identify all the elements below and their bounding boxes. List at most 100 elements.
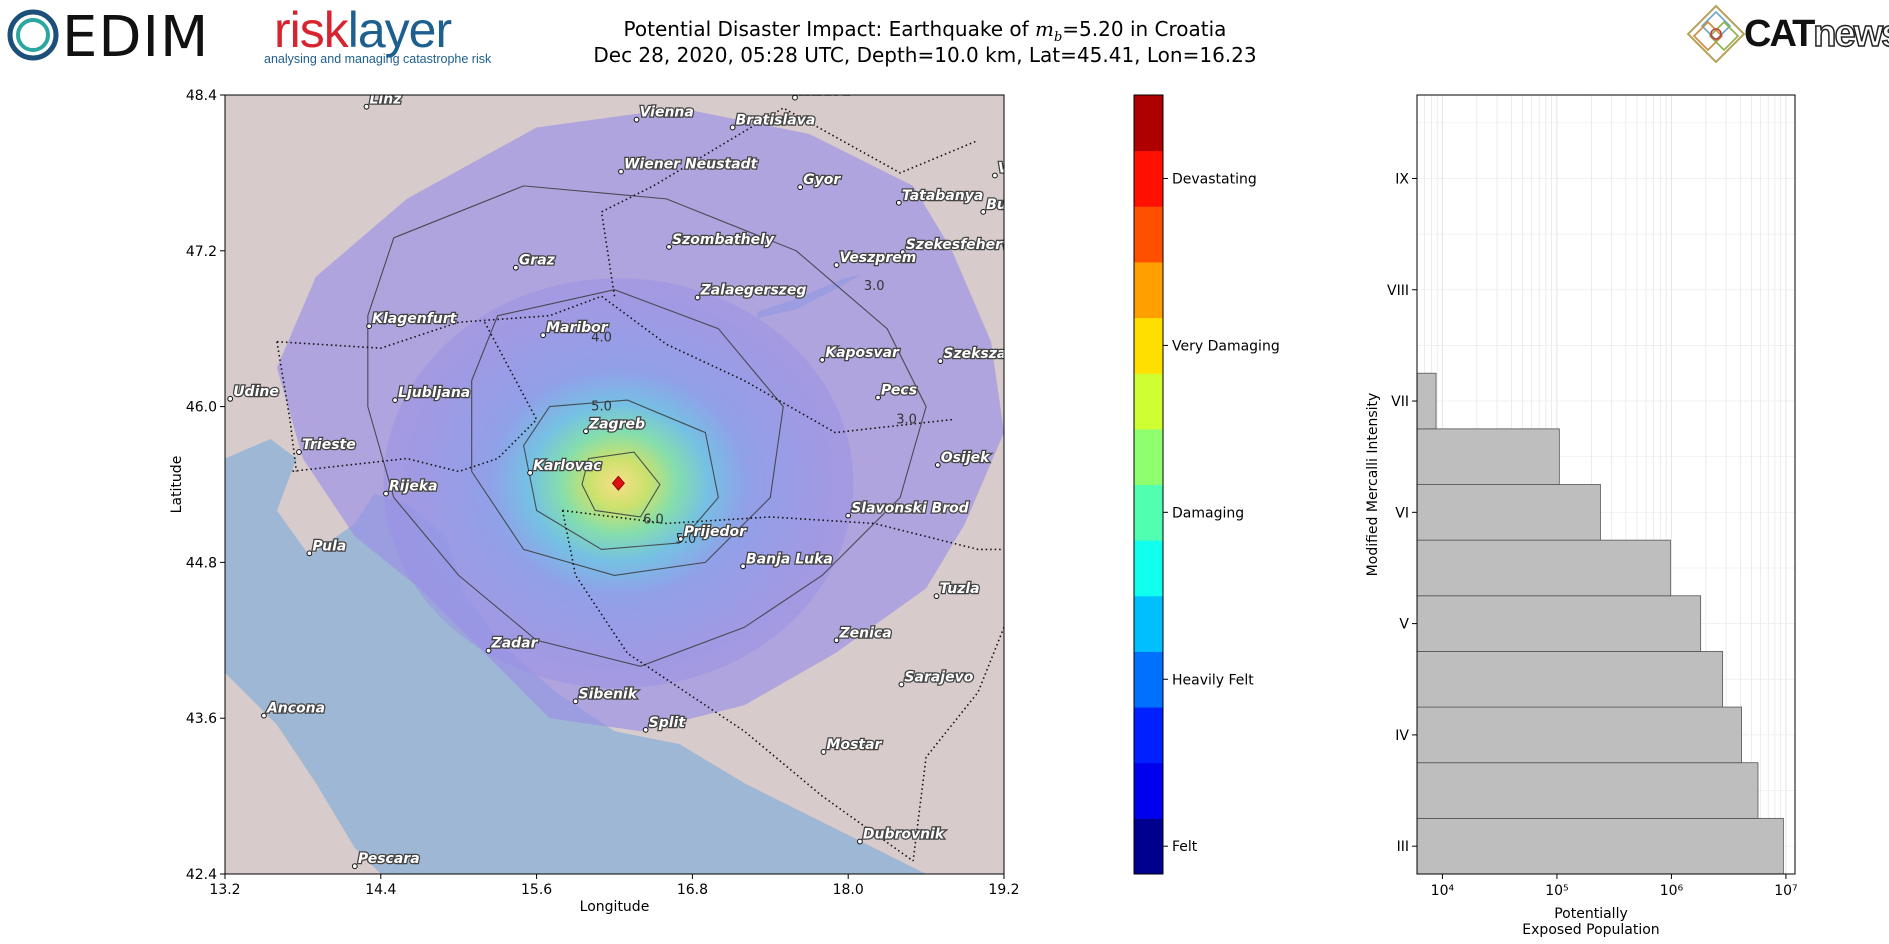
city-label: Bratislava	[736, 112, 816, 128]
city-label: Pescara	[358, 851, 420, 867]
city-marker	[980, 208, 987, 215]
histogram-bar	[1416, 817, 1784, 875]
colorbar-segment	[1134, 95, 1163, 152]
colorbar-segment	[1134, 484, 1163, 541]
city-label: Budapest	[986, 197, 1062, 213]
city-marker	[306, 550, 313, 557]
contour-4	[471, 289, 784, 576]
city-marker	[666, 244, 672, 250]
y-axis-title: Latitude	[169, 456, 185, 514]
colorbar-segment	[1134, 317, 1163, 374]
city-marker	[677, 536, 684, 542]
city-label: Pula	[312, 538, 346, 554]
x-axis-title: Potentially	[1554, 906, 1628, 922]
city-marker	[875, 394, 881, 401]
x-tick-label: 18.0	[833, 882, 864, 898]
title-mag-value: =5.20 in Croatia	[1062, 17, 1227, 41]
catnews-word-news: news	[1813, 12, 1889, 56]
city-marker	[694, 294, 701, 301]
histogram-bar	[1416, 595, 1702, 652]
city-label: Gyor	[803, 172, 841, 188]
y-tick-label: VII	[1391, 394, 1409, 410]
chart-title: Potential Disaster Impact: Earthquake of…	[560, 16, 1290, 51]
city-label: Karlovac	[533, 458, 602, 474]
catnews-diamond-icon	[1686, 4, 1746, 64]
colorbar-segment	[1134, 707, 1163, 764]
edim-ring-icon	[7, 9, 59, 61]
epicenter-marker	[611, 475, 625, 491]
city-marker	[856, 838, 863, 845]
colorbar-frame	[1133, 94, 1164, 875]
city-marker	[383, 490, 389, 497]
city-label: Split	[649, 715, 687, 731]
x-tick-label: 15.6	[521, 882, 552, 898]
histogram-bar	[1416, 651, 1724, 708]
city-label: Trieste	[302, 437, 356, 453]
city-label: Trnava	[798, 83, 851, 99]
y-tick-label: 44.8	[186, 555, 217, 571]
y-tick-label: 43.6	[186, 711, 217, 727]
city-marker	[845, 512, 852, 519]
y-tick-label: IX	[1395, 171, 1409, 187]
y-tick-label: VIII	[1387, 283, 1409, 299]
border-line-6	[912, 627, 1004, 862]
contour-5	[523, 399, 719, 550]
colorbar-segment	[1134, 261, 1163, 319]
city-label: Veszprem	[840, 250, 917, 266]
colorbar-segment	[1134, 818, 1163, 875]
histogram-bar	[1416, 484, 1601, 541]
city-marker	[740, 563, 746, 570]
colorbar-label: Devastating	[1172, 171, 1257, 187]
city-marker	[833, 262, 840, 268]
contour-3-outer	[367, 185, 927, 667]
histogram-bar	[1416, 762, 1759, 819]
x-tick-label: 10⁵	[1545, 883, 1568, 899]
colorbar-segment	[1134, 206, 1163, 263]
chart-subtitle: Dec 28, 2020, 05:28 UTC, Depth=10.0 km, …	[593, 43, 1257, 67]
x-axis-title: Exposed Population	[1522, 922, 1659, 938]
city-label: Graz	[519, 253, 556, 269]
colorbar-label: Felt	[1172, 839, 1198, 855]
x-tick-label: 16.8	[677, 882, 708, 898]
city-label: Maribor	[546, 320, 609, 336]
y-tick-label: 46.0	[186, 400, 217, 416]
city-marker	[540, 332, 546, 339]
city-marker	[527, 469, 534, 476]
border-line-5	[561, 510, 914, 862]
y-tick-label: 42.4	[186, 867, 217, 883]
contour-6	[581, 451, 661, 518]
y-axis-title: Modified Mercalli Intensity	[1365, 393, 1381, 577]
contour-label-1: 4.0	[591, 331, 612, 346]
city-label: Sibenik	[579, 686, 639, 702]
contour-label-4: 5.0	[676, 532, 697, 547]
city-label: Ancona	[266, 701, 325, 717]
colorbar-segment	[1134, 540, 1163, 597]
city-label: Osijek	[941, 450, 991, 466]
city-marker	[933, 593, 940, 600]
city-label: Sarajevo	[904, 669, 973, 685]
colorbar-segment	[1134, 595, 1163, 652]
x-tick-label: 19.2	[988, 882, 1019, 898]
contour-label-3: 6.0	[643, 512, 664, 527]
city-marker	[392, 397, 398, 404]
city-marker	[296, 449, 302, 455]
colorbar-segment	[1134, 150, 1163, 207]
colorbar-segment	[1134, 762, 1163, 819]
city-label: Tuzla	[939, 581, 979, 597]
histogram-frame	[1416, 94, 1796, 875]
histogram-bar	[1416, 372, 1437, 430]
risklayer-tagline: analysing and managing catastrophe risk	[264, 52, 492, 66]
city-label: Zenica	[839, 625, 892, 641]
adriatic-sea	[225, 439, 927, 874]
city-label: Kaposvar	[825, 345, 900, 361]
city-marker	[899, 249, 906, 255]
city-label: Mostar	[827, 737, 883, 753]
city-label: Zagreb	[588, 416, 645, 432]
title-mag-symbol: m	[1035, 17, 1054, 41]
city-label: Szombathely	[672, 232, 775, 248]
colorbar-label: Damaging	[1172, 505, 1244, 521]
city-marker	[898, 681, 905, 688]
city-label: Zalaegerszeg	[700, 283, 807, 299]
